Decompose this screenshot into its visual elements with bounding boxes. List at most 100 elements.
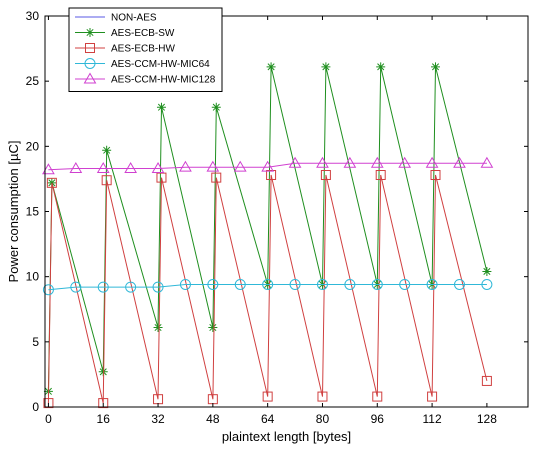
data-point-square	[98, 398, 109, 409]
series-line	[47, 174, 488, 404]
data-point-square	[372, 391, 383, 402]
data-point-triangle	[69, 161, 83, 173]
data-point-circle	[97, 281, 109, 293]
data-point-square	[320, 170, 331, 181]
data-point-triangle	[42, 163, 55, 175]
data-point-star	[208, 322, 218, 332]
y-tick-label: 10	[26, 270, 40, 284]
legend-item: AES-CCM-HW-MIC128	[75, 72, 216, 86]
y-axis-label: Power consumption [µC]	[6, 141, 21, 283]
x-tick-label: 128	[477, 412, 497, 426]
data-point-triangle	[206, 160, 220, 172]
data-point-square	[481, 375, 492, 386]
x-tick-label: 48	[206, 412, 220, 426]
data-point-triangle	[480, 156, 494, 168]
legend-label: AES-CCM-HW-MIC64	[111, 59, 210, 70]
data-point-triangle	[343, 156, 357, 168]
x-tick-label: 16	[97, 412, 111, 426]
data-point-circle	[234, 278, 246, 290]
data-point-triangle	[425, 156, 439, 168]
series-line	[48, 162, 487, 171]
data-point-star	[102, 145, 112, 155]
data-point-square	[375, 170, 386, 181]
series-layer	[42, 62, 494, 409]
data-point-circle	[481, 278, 493, 290]
ticks-layer: 0 16 32 48 64 80 96 112 128 0 5 10 15 20 25 30	[26, 9, 528, 426]
series-aes-ccm-hw-mic128	[42, 156, 494, 175]
x-tick-label: 112	[423, 412, 442, 426]
data-point-circle	[70, 281, 82, 293]
series-aes-ccm-hw-mic64	[42, 278, 493, 296]
data-point-triangle	[124, 161, 138, 173]
data-point-star	[482, 266, 492, 276]
x-tick-label: 64	[261, 412, 275, 426]
data-point-triangle	[179, 160, 192, 172]
data-point-square	[317, 391, 328, 402]
data-point-square	[156, 172, 167, 183]
y-tick-label: 15	[26, 205, 40, 219]
x-tick-label: 0	[45, 412, 52, 426]
data-point-square	[430, 170, 441, 181]
data-point-star	[153, 322, 163, 332]
data-point-square	[262, 391, 273, 402]
data-point-triangle	[316, 156, 329, 168]
legend-label: AES-CCM-HW-MIC128	[111, 75, 216, 86]
data-point-star	[321, 62, 331, 72]
y-tick-label: 20	[26, 139, 40, 153]
data-point-circle	[179, 278, 191, 290]
data-point-circle	[316, 278, 328, 290]
data-point-star	[211, 102, 221, 112]
data-point-triangle	[370, 156, 384, 168]
data-point-square	[101, 175, 112, 186]
data-point-circle	[399, 278, 411, 290]
data-point-square	[211, 172, 222, 183]
legend-item: AES-ECB-SW	[75, 28, 175, 39]
data-point-triangle	[233, 160, 247, 172]
data-point-circle	[207, 278, 219, 290]
legend-label: NON-AES	[111, 13, 157, 24]
y-tick-label: 0	[32, 400, 39, 414]
data-point-square	[427, 391, 438, 402]
data-point-star	[431, 62, 441, 72]
data-point-star	[266, 62, 276, 72]
data-point-circle	[152, 281, 164, 293]
legend-label: AES-ECB-SW	[111, 28, 175, 39]
data-point-circle	[426, 278, 438, 290]
data-point-square	[266, 170, 277, 181]
legend-item: AES-ECB-HW	[75, 43, 175, 55]
y-tick-label: 5	[32, 335, 39, 349]
data-point-circle	[453, 278, 465, 290]
data-point-circle	[344, 278, 356, 290]
data-point-triangle	[288, 156, 302, 168]
legend-item: AES-CCM-HW-MIC64	[75, 58, 210, 70]
data-point-triangle	[398, 156, 412, 168]
data-point-circle	[289, 278, 301, 290]
series-line	[48, 284, 487, 291]
data-point-triangle	[151, 161, 165, 173]
legend-marker	[84, 58, 96, 69]
x-tick-label: 32	[151, 412, 165, 426]
data-point-square	[46, 177, 57, 188]
legend-marker	[85, 28, 95, 37]
x-tick-label: 80	[316, 412, 330, 426]
legend: NON-AES AES-ECB-SW AES-ECB-HW AES-CCM-HW-MI…	[68, 7, 223, 92]
legend-marker	[85, 43, 95, 53]
data-point-circle	[125, 281, 137, 293]
data-point-triangle	[453, 156, 466, 168]
data-point-circle	[371, 278, 383, 290]
data-point-square	[43, 398, 54, 409]
x-axis-label: plaintext length [bytes]	[222, 429, 351, 444]
legend-item: NON-AES	[75, 13, 157, 24]
data-point-triangle	[261, 160, 275, 172]
data-point-circle	[42, 284, 54, 296]
y-tick-label: 30	[26, 9, 40, 23]
legend-marker	[83, 72, 97, 84]
data-point-star	[156, 102, 166, 112]
x-tick-label: 96	[371, 412, 385, 426]
legend-label: AES-ECB-HW	[111, 44, 175, 55]
data-point-circle	[262, 278, 274, 290]
data-point-triangle	[96, 161, 110, 173]
data-point-star	[376, 62, 386, 72]
y-tick-label: 25	[26, 74, 40, 88]
